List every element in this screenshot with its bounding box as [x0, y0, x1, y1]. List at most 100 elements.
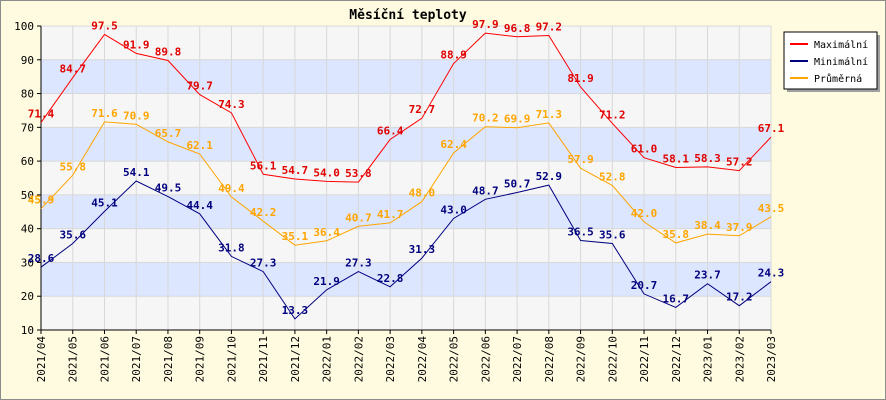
data-label: 52.8	[599, 170, 626, 183]
y-axis-ticks: 10 20 30 40 50 60 70 80 90 100	[14, 20, 41, 337]
x-tick-label: 2023/02	[733, 336, 746, 382]
x-tick-label: 2022/12	[670, 336, 683, 382]
data-label: 42.0	[631, 207, 658, 220]
data-label: 71.6	[91, 107, 118, 120]
data-label: 70.9	[123, 109, 150, 122]
legend: Maximální Minimální Průměrná	[783, 31, 880, 92]
data-label: 43.0	[440, 204, 467, 217]
x-tick-label: 2022/07	[511, 336, 524, 382]
data-label: 56.1	[250, 159, 277, 172]
data-label: 72.7	[409, 103, 436, 116]
grid-lines	[40, 25, 772, 331]
y-tick-label: 100	[14, 20, 34, 33]
y-tick-label: 90	[21, 54, 34, 67]
x-tick-label: 2021/07	[130, 336, 143, 382]
data-label: 41.7	[377, 208, 404, 221]
y-tick-label: 50	[21, 189, 34, 202]
data-label: 35.6	[59, 229, 86, 242]
x-tick-label: 2022/04	[416, 336, 429, 383]
data-label: 31.3	[409, 243, 436, 256]
data-label: 36.5	[567, 225, 594, 238]
data-label: 79.7	[186, 80, 213, 93]
data-label: 58.1	[663, 153, 690, 166]
data-label: 49.4	[218, 182, 245, 195]
data-label: 97.5	[91, 19, 118, 32]
data-label: 44.4	[186, 199, 213, 212]
data-label: 21.9	[313, 275, 340, 288]
data-label: 97.9	[472, 18, 499, 31]
chart-title: Měsíční teploty	[349, 8, 467, 23]
data-label: 69.9	[504, 113, 531, 126]
grid-band	[41, 262, 771, 297]
series-line-minimum	[40, 180, 772, 320]
data-label: 67.1	[758, 122, 785, 135]
x-tick-label: 2022/06	[479, 336, 492, 382]
x-tick-label: 2021/08	[162, 336, 175, 382]
grid-band	[41, 59, 771, 94]
data-label: 57.2	[726, 156, 753, 169]
data-label: 20.7	[631, 279, 658, 292]
series-line-average	[40, 121, 772, 246]
data-label: 48.0	[409, 187, 436, 200]
data-label: 37.9	[726, 221, 753, 234]
data-label: 16.7	[663, 292, 690, 305]
data-label: 45.1	[91, 196, 118, 209]
series-line-maximum	[40, 32, 772, 183]
x-tick-label: 2022/11	[638, 336, 651, 382]
x-tick-label: 2021/09	[194, 336, 207, 382]
data-label: 57.9	[567, 153, 594, 166]
x-tick-label: 2021/12	[289, 336, 302, 382]
data-label: 54.0	[313, 166, 340, 179]
data-label: 38.4	[694, 219, 721, 232]
data-label: 31.8	[218, 241, 245, 254]
data-label: 88.9	[440, 48, 467, 61]
data-label: 42.2	[250, 206, 277, 219]
data-label: 23.7	[694, 269, 721, 282]
data-label: 66.4	[377, 124, 404, 137]
data-label: 35.1	[282, 230, 309, 243]
data-label: 58.3	[694, 152, 721, 165]
data-label: 61.0	[631, 143, 658, 156]
plot-background	[41, 26, 771, 330]
data-label: 48.7	[472, 184, 499, 197]
x-tick-label: 2021/05	[67, 336, 80, 382]
data-label: 53.8	[345, 167, 372, 180]
data-label: 96.8	[504, 22, 531, 35]
x-tick-label: 2023/01	[702, 336, 715, 382]
legend-label-average: Průměrná	[814, 73, 862, 85]
data-label: 52.9	[536, 170, 563, 183]
x-tick-label: 2023/03	[765, 336, 778, 382]
data-label: 17.2	[726, 291, 753, 304]
data-label: 49.5	[155, 182, 182, 195]
y-tick-label: 40	[21, 223, 34, 236]
series-lines	[40, 32, 772, 320]
x-tick-label: 2022/03	[384, 336, 397, 382]
data-label: 28.6	[28, 252, 55, 265]
data-label: 43.5	[758, 202, 785, 215]
x-tick-label: 2022/01	[321, 336, 334, 382]
y-tick-label: 80	[21, 88, 34, 101]
data-label: 13.3	[282, 304, 309, 317]
x-axis-ticks: 2021/04 2021/05 2021/06 2021/07 2021/08 2021/…	[35, 330, 778, 382]
data-label: 62.4	[440, 138, 467, 151]
x-tick-label: 2021/10	[225, 336, 238, 382]
data-label: 35.8	[663, 228, 690, 241]
legend-label-maximum: Maximální	[814, 39, 868, 51]
data-label: 36.4	[313, 226, 340, 239]
y-tick-label: 70	[21, 121, 34, 134]
y-tick-label: 20	[21, 290, 34, 303]
data-label: 55.8	[59, 160, 86, 173]
data-label: 91.9	[123, 38, 150, 51]
data-label: 27.3	[345, 257, 372, 270]
data-label: 71.4	[28, 108, 55, 121]
data-label: 84.7	[59, 63, 86, 76]
axes	[40, 26, 771, 331]
data-label: 97.2	[536, 20, 563, 33]
x-tick-label: 2022/09	[575, 336, 588, 382]
data-label: 45.9	[28, 194, 55, 207]
y-tick-label: 10	[21, 324, 34, 337]
y-tick-label: 30	[21, 256, 34, 269]
x-tick-label: 2021/06	[98, 336, 111, 382]
